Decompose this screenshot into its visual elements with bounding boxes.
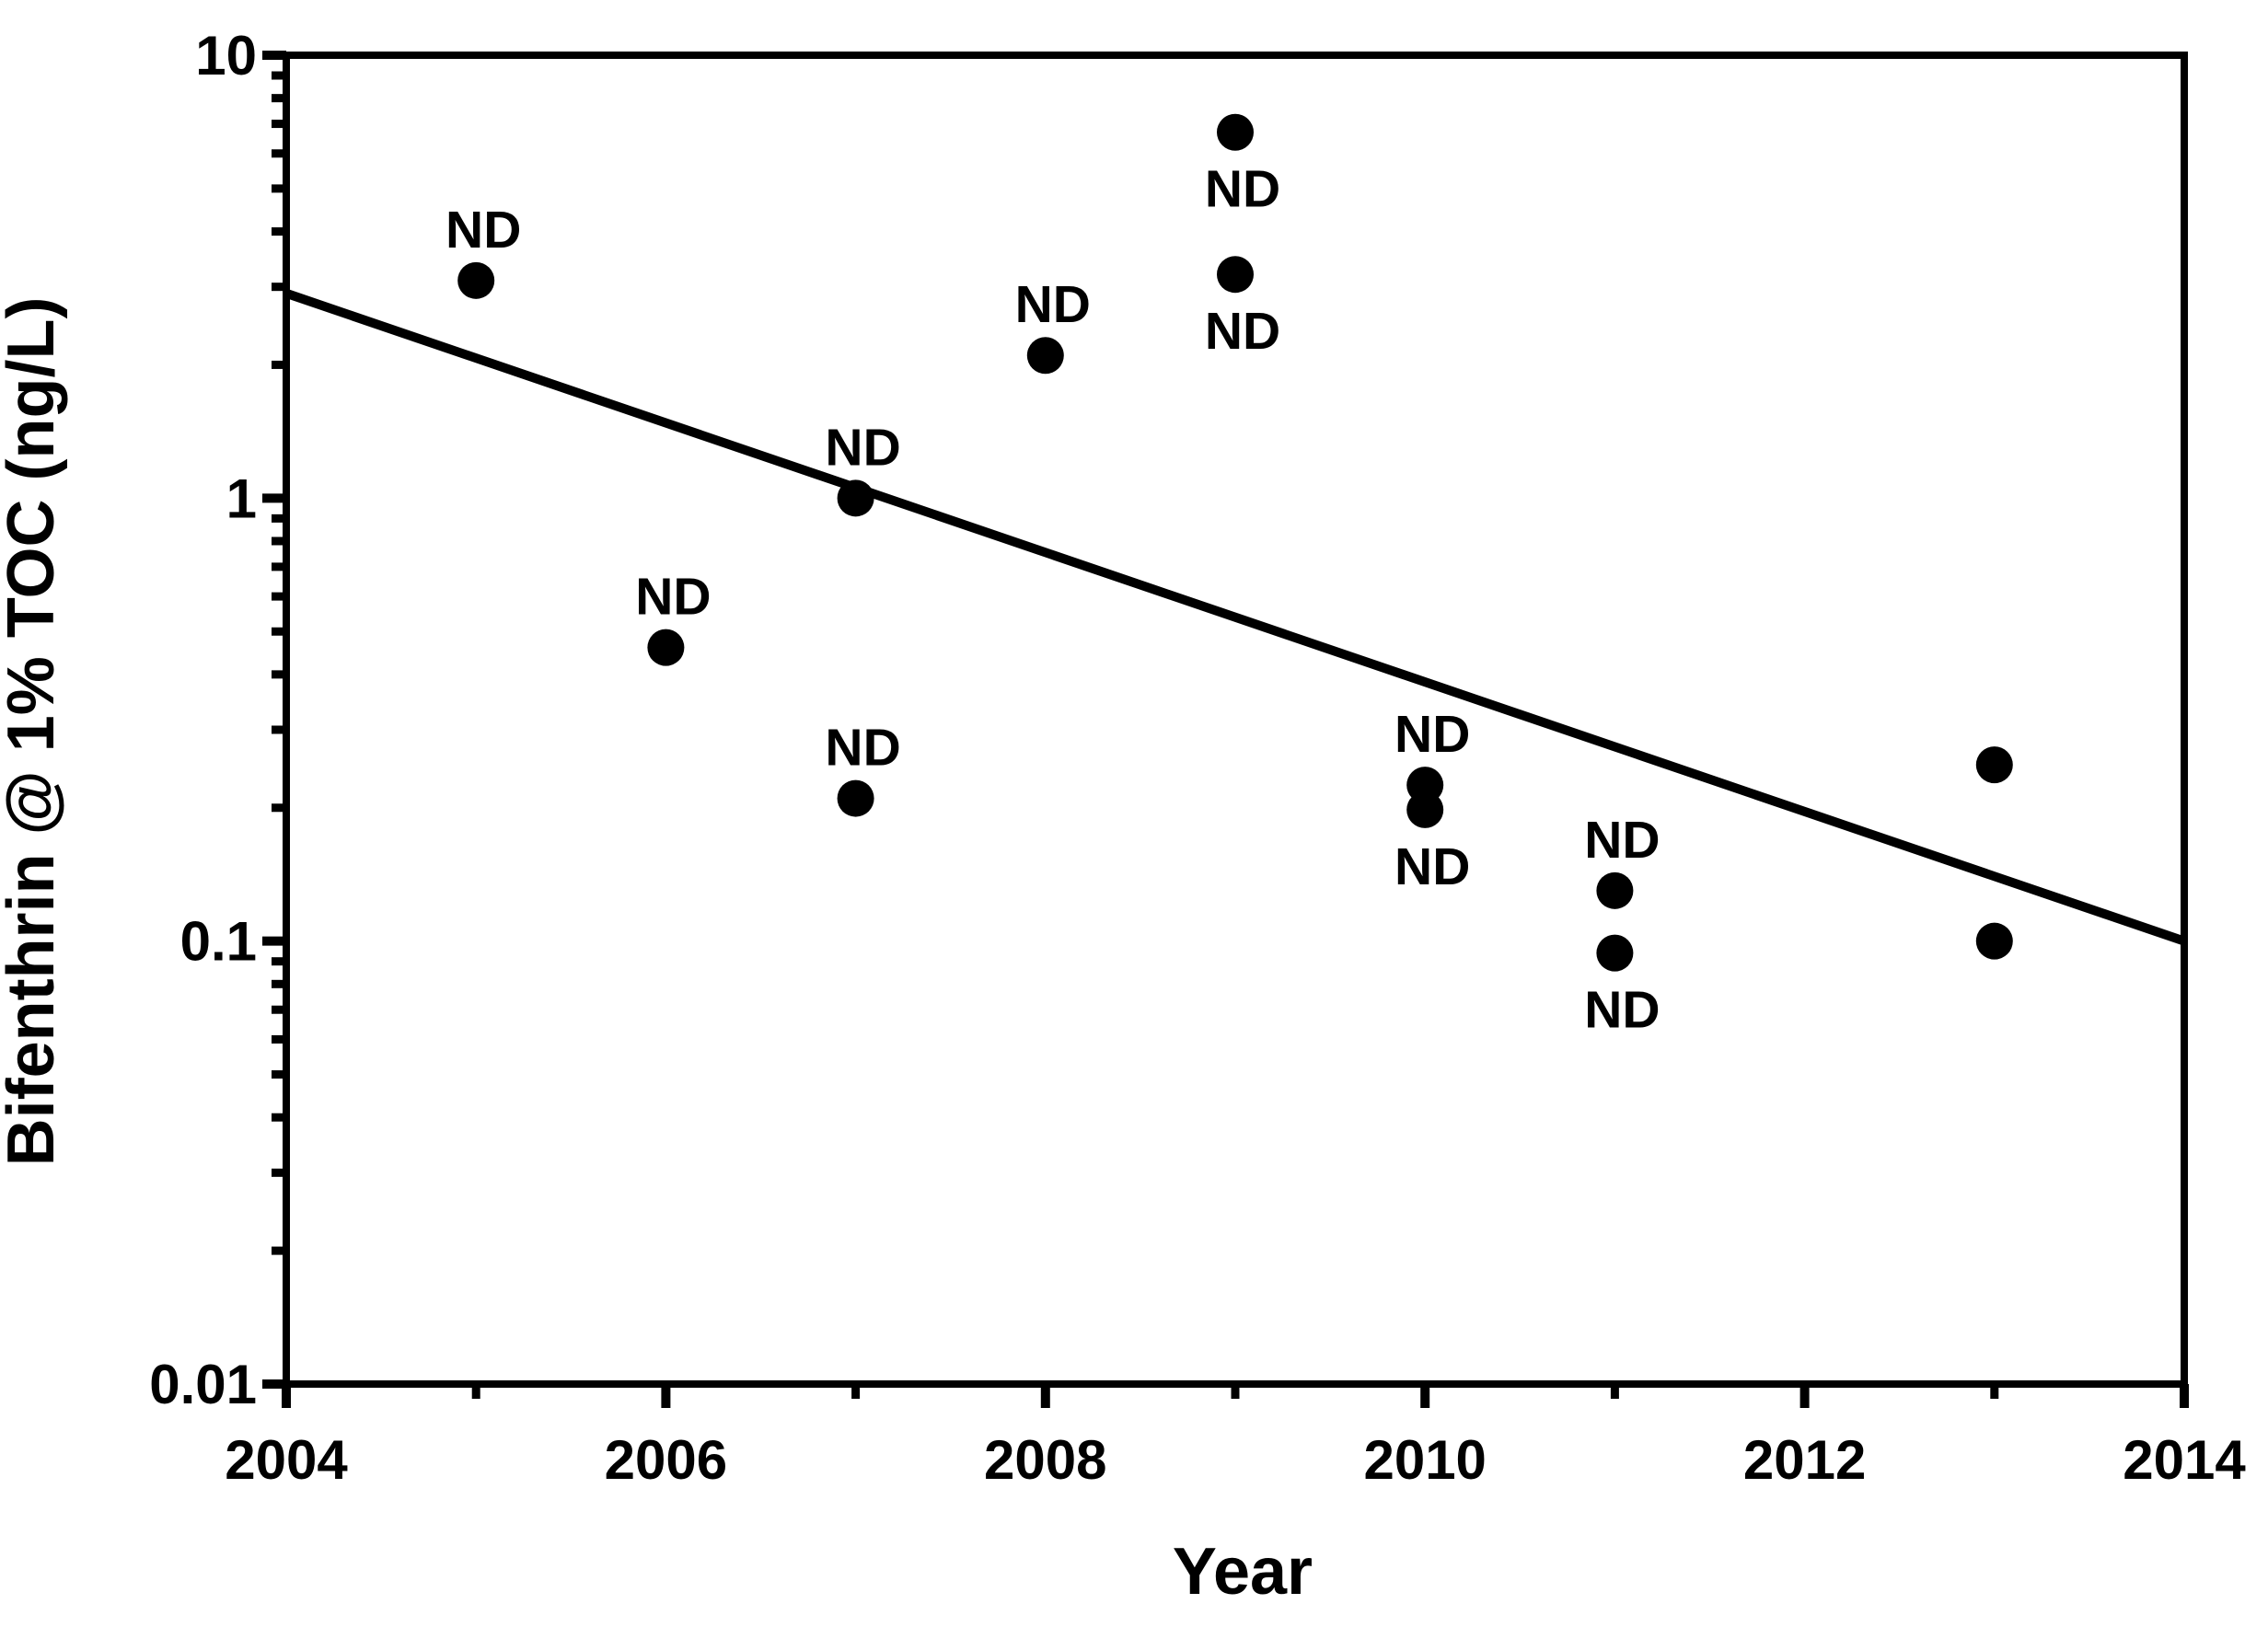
nd-annotations-layer: ND ND ND ND ND ND ND ND ND ND ND: [446, 160, 1660, 1040]
y-tick-label: 0.01: [149, 1354, 257, 1415]
x-tick-label: 2014: [2123, 1429, 2246, 1491]
data-point: [1596, 871, 1634, 909]
nd-label: ND: [1394, 837, 1470, 896]
nd-label: ND: [635, 568, 711, 627]
plot-frame: [283, 52, 2188, 1388]
data-point: [457, 261, 495, 299]
nd-label: ND: [1205, 302, 1280, 361]
trend-line-layer: [284, 289, 2186, 946]
axis-ticks: [262, 51, 2189, 1408]
nd-label: ND: [825, 719, 900, 778]
x-tick-label: 2006: [605, 1429, 727, 1491]
nd-label: ND: [1584, 811, 1660, 870]
x-tick-label: 2012: [1743, 1429, 1866, 1491]
trend-line: [284, 289, 2186, 946]
nd-label: ND: [1394, 705, 1470, 764]
nd-label: ND: [1205, 160, 1280, 219]
data-points-layer: [457, 113, 2013, 972]
y-tick-label: 10: [195, 25, 257, 87]
data-point: [1406, 790, 1444, 828]
data-point: [1596, 934, 1634, 972]
data-point: [1975, 746, 2013, 784]
data-point: [1217, 256, 1254, 294]
axis-tick-labels: 10 1 0.1 0.01 2004 2006 2008 2010 2012 2014: [149, 25, 2246, 1491]
nd-label: ND: [446, 201, 521, 260]
y-tick-label: 0.1: [180, 911, 257, 973]
nd-label: ND: [1584, 981, 1660, 1040]
data-point: [837, 779, 874, 817]
data-point: [837, 479, 874, 517]
y-tick-label: 1: [226, 467, 257, 529]
y-axis-title: Bifenthrin @ 1% TOC (ng/L): [0, 297, 68, 1167]
x-tick-label: 2008: [984, 1429, 1106, 1491]
data-point: [1026, 337, 1064, 375]
nd-label: ND: [825, 418, 900, 477]
x-tick-label: 2004: [225, 1429, 348, 1491]
data-point: [647, 629, 685, 666]
x-tick-label: 2010: [1363, 1429, 1486, 1491]
data-point: [1217, 113, 1254, 151]
nd-label: ND: [1015, 275, 1091, 334]
x-axis-title: Year: [1173, 1535, 1313, 1609]
data-point: [1975, 922, 2013, 960]
